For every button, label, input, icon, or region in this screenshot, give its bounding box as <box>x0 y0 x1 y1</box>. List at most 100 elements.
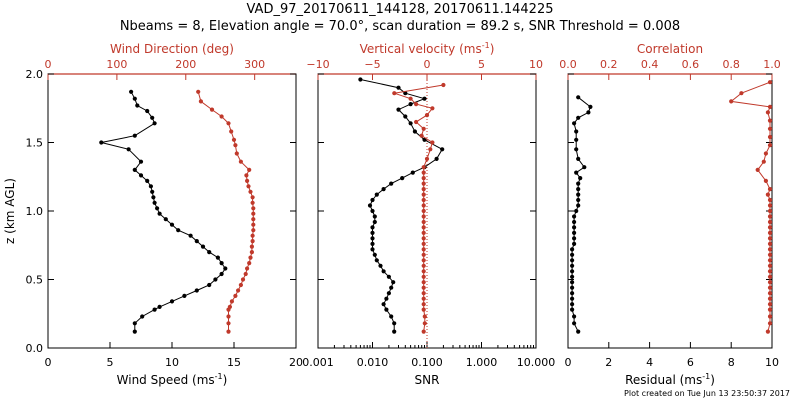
panel-3-series-red-point <box>767 274 773 279</box>
panel-1-series-black-point <box>223 266 228 271</box>
panel-2-series-red-point <box>421 269 426 274</box>
panel-3-series-red-point <box>763 151 769 156</box>
panel-1-x-tick-label: 20 <box>289 356 303 369</box>
panel-1-series-red-point <box>229 299 234 304</box>
panel-1-series-red-point <box>227 304 232 309</box>
chart-subtitle: Nbeams = 8, Elevation angle = 70.0°, sca… <box>119 19 681 34</box>
panel-2-series-red-point <box>421 274 426 279</box>
panel-1-series-red-point <box>251 222 256 227</box>
panel-3-series-black-point <box>572 121 577 126</box>
panel-3-x-tick-label: 10 <box>765 356 779 369</box>
panel-3-series-red-point <box>767 302 773 307</box>
panel-2-series-red-point <box>421 252 426 257</box>
panel-3-series-red-point <box>767 80 773 85</box>
panel-2-series-red-point <box>428 147 433 152</box>
panel-1-series-black-point <box>132 96 137 101</box>
panel-2-bottom-axis-label: SNR <box>415 373 440 387</box>
panel-3-series-red-point <box>767 258 773 263</box>
panel-2-series-red-point <box>430 140 435 145</box>
panel-2-series-black-point <box>381 187 386 192</box>
panel-3-series-black-point <box>570 291 575 296</box>
panel-3-series-red-point <box>763 178 769 183</box>
panel-2-series-black-point <box>400 176 405 181</box>
panel-1-series-black-point <box>150 189 155 194</box>
panel-3-series-red-point <box>767 285 773 290</box>
panel-3-series-black-point <box>570 263 575 268</box>
panel-3-x-tick-label: 2 <box>605 356 612 369</box>
panel-2-series-black-point <box>440 147 445 152</box>
panel-3-series-black-point <box>572 321 577 326</box>
panel-2-series-black-point <box>434 156 439 161</box>
panel-3-series-red-point <box>767 104 773 109</box>
panel-3-top-tick-label: 0.8 <box>722 58 740 71</box>
panel-1-frame <box>47 73 297 349</box>
panel-2-series-red-point <box>421 285 426 290</box>
panel-3-series-black-point <box>576 203 581 208</box>
panel-1-series-red-point <box>250 233 255 238</box>
panel-1-series-black-point <box>99 140 104 145</box>
panel-1-series-red-point <box>209 107 215 112</box>
panel-3-series-black-point <box>570 285 575 290</box>
panel-2-top-tick-label: −5 <box>364 58 380 71</box>
panel-2-series-red-point <box>421 230 426 235</box>
panel-2-series-red-point <box>421 241 426 246</box>
panel-3-series-red-point <box>767 208 773 214</box>
panel-1-x-tick-label: 10 <box>165 356 179 369</box>
panel-1-series-black-line <box>101 91 226 332</box>
panel-3-series-red-point <box>767 241 773 246</box>
panel-2-series-black-point <box>374 192 379 197</box>
y-axis-label: z (km AGL) <box>3 178 17 244</box>
panel-3-series-red-point <box>739 91 744 96</box>
panel-1-series-black-point <box>207 282 212 288</box>
panel-2-series-black-point <box>370 225 375 230</box>
panel-3-frame <box>567 73 773 349</box>
panel-3-top-axis-label: Correlation <box>637 42 703 56</box>
panel-1-series-red-point <box>249 250 254 255</box>
panel-3-bottom-axis-label: Residual (ms-1) <box>625 372 715 387</box>
panel-3-series-red-point <box>765 110 771 115</box>
panel-1-series-red-point <box>240 277 246 282</box>
panel-2-series-black-point <box>384 296 389 301</box>
panel-2-series-red-line <box>394 84 444 332</box>
panel-1-series-black-point <box>152 200 157 205</box>
panel-2-series-red-point <box>422 314 427 319</box>
panel-1-series-red-point <box>231 137 237 142</box>
panel-3-x-tick-label: 8 <box>728 356 735 369</box>
panel-3-series-red-point <box>767 247 773 252</box>
panel-2-series-black-point <box>412 129 417 134</box>
panel-3-series-red-point <box>767 143 773 148</box>
y-tick-label: 0.5 <box>26 274 44 287</box>
panel-2-x-tick-label: 0.100 <box>411 356 443 369</box>
panel-2-series-red-point <box>421 307 426 312</box>
panel-2-series-black-point <box>392 329 397 334</box>
panel-2-series-black-point <box>403 91 408 96</box>
panel-3-series-red-point <box>767 230 773 235</box>
panel-1-series-black-point <box>145 108 150 114</box>
panel-2-series-black-point <box>396 85 401 90</box>
panel-3-series-black-point <box>582 165 587 170</box>
panel-2-series-red-point <box>424 113 430 118</box>
panel-3-series-black-point <box>572 225 577 230</box>
panel-1-series-red-point <box>251 228 256 233</box>
panel-2-x-tick-label: 10.000 <box>517 356 556 369</box>
panel-3-series-black-point <box>576 156 581 161</box>
panel-1-series-black-point <box>207 250 212 255</box>
panel-1-series-black-point <box>182 293 187 298</box>
panel-1-series-black-point <box>176 228 181 233</box>
panel-2-series-red-point <box>421 126 426 131</box>
panel-2-series-red-point <box>414 119 419 125</box>
panel-3-series-red-point <box>767 134 773 140</box>
panel-1-series-red-point <box>251 211 256 216</box>
panel-3-series-red-point <box>761 159 766 164</box>
panel-1-x-tick-label: 15 <box>227 356 241 369</box>
panel-2-series-black-point <box>370 197 375 203</box>
panel-3-series-red-point <box>767 280 773 285</box>
panel-2-series-red-point <box>421 302 426 307</box>
panel-2-series-red-point <box>421 170 426 175</box>
panel-1-x-tick-label: 0 <box>45 356 52 369</box>
panel-2-series-black-point <box>370 241 375 246</box>
panel-2-series-black-point <box>389 285 394 290</box>
panel-1-series-black-point <box>152 121 157 126</box>
panel-2-series-red-point <box>421 203 426 208</box>
panel-2-series-red-point <box>421 296 426 301</box>
